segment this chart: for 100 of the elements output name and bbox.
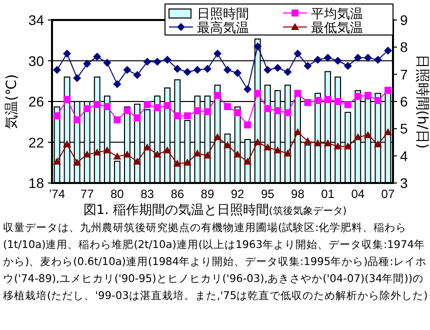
point: [83, 60, 92, 68]
point: [304, 62, 312, 70]
point: [214, 92, 221, 99]
point: [113, 80, 122, 88]
point: [284, 68, 292, 76]
y-tick-label: 30: [28, 52, 44, 69]
point: [234, 109, 242, 116]
text: (筑後気象データ): [268, 205, 347, 217]
point: [164, 102, 171, 110]
x-tick-label: 98: [291, 187, 305, 201]
point: [134, 114, 141, 122]
point: [163, 146, 172, 154]
point: [144, 101, 151, 108]
point: [154, 104, 161, 112]
point: [314, 139, 322, 146]
y2-tick-label: 6: [400, 94, 408, 110]
point: [324, 96, 332, 103]
point: [334, 142, 342, 150]
point: [364, 54, 372, 62]
point: [324, 139, 332, 146]
point: [73, 158, 82, 166]
legend-label: 最低気温: [311, 21, 363, 36]
point: [203, 64, 212, 73]
point: [53, 158, 62, 165]
legend-label: 最高気温: [197, 20, 249, 36]
y-tick-label: 26: [28, 94, 44, 110]
point: [244, 85, 252, 94]
point: [143, 143, 152, 150]
x-tick-label: 77: [80, 187, 94, 201]
y-tick-label: 18: [28, 175, 44, 191]
point: [384, 46, 392, 55]
point: [213, 50, 222, 58]
point: [364, 131, 372, 138]
point: [314, 56, 322, 64]
point: [264, 143, 272, 150]
point: [184, 112, 191, 120]
point: [344, 62, 352, 70]
point: [314, 96, 322, 104]
point: [183, 68, 192, 76]
point: [354, 133, 362, 140]
point: [244, 121, 252, 128]
point: [143, 58, 152, 66]
legend-label: 日照時間: [197, 7, 249, 22]
point: [254, 42, 262, 50]
x-tick-label: 04: [351, 187, 365, 201]
point: [344, 101, 352, 108]
point: [304, 99, 312, 106]
point: [213, 133, 222, 140]
y-tick-label: 34: [28, 12, 44, 28]
point: [53, 66, 62, 74]
y2-tick-label: 9: [400, 12, 408, 28]
point: [193, 149, 202, 156]
point: [54, 112, 61, 120]
point: [324, 54, 332, 62]
text: 収量データは、九州農研筑後研究拠点の有機物連用圃場(試験区:化学肥料、稲わら(1t/10a)連用、稲わら堆肥(2t/10a)連用(以上は1963年より開始、データ収集:1974年から)、麦わら(0.6t/10a)連用(1984年より開始、データ収集:1995年から)品種:レイホウ('74-89),ユメヒカリ('90-95)とヒノヒカリ('96-03),あきさやか('04-07)(34年間))の移植栽培(ただし、'99-03は湛直栽培。また,'75は乾直で低収のため解析から除外した): [3, 221, 429, 304]
point: [133, 158, 142, 165]
point: [384, 86, 392, 94]
point: [244, 158, 252, 165]
x-tick-label: 95: [260, 187, 275, 201]
point: [114, 116, 121, 124]
y2-tick-label: 5: [400, 120, 408, 137]
y2-tick-label: 3: [400, 175, 408, 191]
point: [83, 150, 92, 158]
point: [224, 66, 232, 74]
point: [73, 74, 82, 82]
legend-label: 平均気温: [311, 7, 363, 22]
point: [93, 52, 102, 61]
point: [224, 141, 232, 148]
point: [174, 112, 181, 120]
point: [264, 66, 272, 74]
point: [113, 152, 122, 160]
point: [294, 50, 302, 58]
point: [173, 160, 182, 167]
point: [153, 150, 162, 158]
point: [374, 56, 382, 64]
point: [284, 109, 292, 116]
point: [224, 103, 232, 110]
point: [384, 128, 392, 136]
point: [254, 138, 262, 146]
point: [334, 56, 342, 65]
x-tick-label: 86: [170, 187, 184, 201]
point: [364, 92, 372, 99]
point: [183, 158, 192, 166]
point: [63, 140, 72, 148]
point: [274, 107, 282, 114]
point: [374, 96, 382, 104]
point: [204, 108, 211, 116]
x-tick-label: ’74: [49, 187, 66, 201]
point: [304, 137, 312, 144]
point: [63, 50, 72, 58]
point: [294, 90, 302, 97]
point: [344, 142, 352, 150]
point: [124, 107, 131, 114]
x-tick-label: 07: [381, 187, 395, 201]
point: [284, 149, 292, 156]
point: [74, 116, 81, 124]
point: [64, 96, 71, 103]
point: [274, 146, 282, 154]
point: [354, 92, 362, 100]
point: [274, 64, 282, 72]
